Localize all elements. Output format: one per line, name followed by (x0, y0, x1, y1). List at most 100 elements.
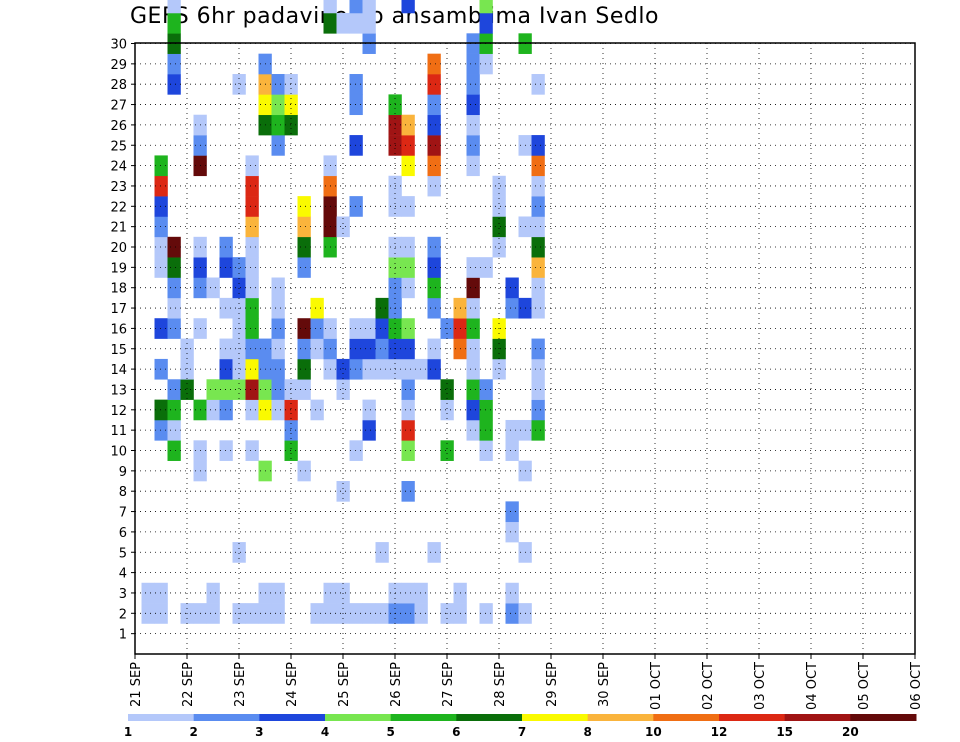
colorbar-label: 20 (842, 725, 859, 739)
x-tick-label: 26 SEP (389, 662, 404, 707)
heatmap-cell (505, 277, 519, 299)
heatmap-cell (531, 74, 545, 95)
heatmap-cell (271, 379, 285, 400)
heatmap-cell (219, 379, 233, 400)
heatmap-cell (206, 582, 220, 604)
heatmap-cell (505, 582, 519, 604)
heatmap-cell (245, 603, 259, 624)
y-tick-label: 14 (110, 363, 127, 378)
heatmap-cell (375, 297, 389, 319)
y-tick-label: 4 (119, 567, 127, 582)
heatmap-cell (245, 216, 259, 238)
heatmap-cell (271, 94, 285, 116)
y-tick-label: 26 (110, 119, 127, 134)
heatmap-cell (492, 236, 506, 258)
heatmap-cell (245, 236, 259, 258)
heatmap-cell (219, 399, 233, 421)
chart-title: GEFS 6hr padavine po ansamblima Ivan Sed… (130, 4, 659, 29)
heatmap-cell (401, 155, 415, 177)
y-tick-label: 3 (119, 587, 127, 602)
colorbar-label: 6 (452, 725, 460, 739)
x-tick-label: 25 SEP (337, 662, 352, 707)
heatmap-cell (167, 53, 181, 75)
heatmap-cell (492, 175, 506, 197)
heatmap-cell (349, 0, 363, 14)
heatmap-cell (466, 277, 480, 299)
heatmap-cell (180, 358, 194, 380)
heatmap-cells (141, 0, 545, 624)
heatmap-cell (232, 542, 246, 563)
heatmap-cell (284, 74, 298, 95)
heatmap-cell (271, 135, 285, 156)
heatmap-cell (479, 257, 493, 278)
heatmap-cell (505, 440, 519, 461)
heatmap-cell (141, 582, 155, 604)
heatmap-cell (219, 440, 233, 461)
heatmap-cell (232, 74, 246, 95)
heatmap-cell (349, 358, 363, 380)
heatmap-cell (401, 440, 415, 461)
heatmap-cell (531, 379, 545, 400)
heatmap-cell (180, 379, 194, 400)
heatmap-cell (531, 297, 545, 319)
heatmap-cell (466, 155, 480, 177)
heatmap-cell (531, 257, 545, 278)
heatmap-cell (362, 0, 376, 14)
heatmap-cell (219, 358, 233, 380)
x-axis-ticks: 21 SEP 22 SEP 23 SEP 24 SEP 25 SEP 26 SEP 27 S… (129, 654, 924, 710)
heatmap-cell (362, 399, 376, 421)
colorbar-label: 2 (189, 725, 197, 739)
heatmap-cell (414, 358, 428, 380)
heatmap-cell (232, 358, 246, 380)
heatmap-cell (245, 155, 259, 177)
heatmap-cell (284, 399, 298, 421)
heatmap-cell (531, 236, 545, 258)
heatmap-cell (401, 358, 415, 380)
heatmap-cell (440, 399, 454, 421)
heatmap-cell (401, 379, 415, 400)
heatmap-cell (154, 257, 168, 278)
colorbar-segment (522, 714, 589, 721)
x-tick-label: 23 SEP (233, 662, 248, 707)
heatmap-cell (349, 196, 363, 217)
heatmap-cell (154, 399, 168, 421)
y-tick-label: 30 (110, 38, 127, 53)
heatmap-cell (375, 542, 389, 563)
heatmap-cell (323, 12, 337, 34)
x-tick-label: 27 SEP (441, 662, 456, 707)
heatmap-cell (245, 358, 259, 380)
heatmap-cell (466, 94, 480, 116)
heatmap-cell (245, 297, 259, 319)
heatmap-cell (479, 53, 493, 75)
heatmap-cell (271, 277, 285, 299)
heatmap-cell (479, 419, 493, 441)
heatmap-cell (167, 277, 181, 299)
heatmap-cell (271, 582, 285, 604)
heatmap-cell (297, 257, 311, 278)
heatmap-cell (401, 257, 415, 278)
heatmap-cell (427, 53, 441, 75)
colorbar-segment (653, 714, 720, 721)
heatmap-cell (492, 196, 506, 217)
heatmap-cell (297, 460, 311, 482)
heatmap-cell (492, 216, 506, 238)
heatmap-cell (401, 236, 415, 258)
heatmap-cell (245, 196, 259, 217)
heatmap-cell (219, 257, 233, 278)
heatmap-cell (505, 419, 519, 441)
x-tick-label: 03 OCT (753, 662, 768, 710)
colorbar-segment (128, 714, 195, 721)
heatmap-cell (401, 135, 415, 156)
heatmap-cell (154, 603, 168, 624)
y-tick-label: 16 (110, 322, 127, 337)
colorbar-segment (719, 714, 786, 721)
heatmap-cell (362, 338, 376, 360)
y-tick-label: 5 (119, 546, 127, 561)
heatmap-cell (245, 257, 259, 278)
heatmap-cell (466, 419, 480, 441)
heatmap-cell (505, 501, 519, 523)
heatmap-cell (310, 338, 324, 360)
heatmap-cell (154, 175, 168, 197)
heatmap-cell (531, 419, 545, 441)
heatmap-cell (167, 440, 181, 461)
